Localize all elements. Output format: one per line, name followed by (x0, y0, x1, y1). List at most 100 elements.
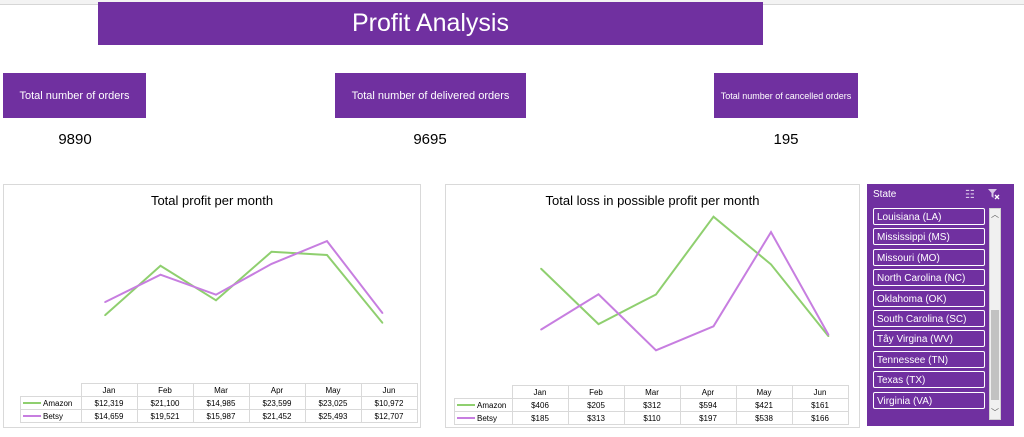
tick-label: May (735, 385, 793, 399)
betsy-legend-key (457, 417, 475, 420)
data-label: $110 (623, 411, 681, 425)
data-label: $12,319 (80, 396, 138, 410)
loss-line-plot (540, 215, 830, 352)
data-point (215, 299, 217, 302)
data-label: $538 (735, 411, 793, 425)
data-label: $25,493 (304, 409, 362, 423)
data-label: $14,659 (80, 409, 138, 423)
data-label: $10,972 (360, 396, 418, 410)
data-point (326, 254, 328, 256)
chart-title: Total profit per month (150, 193, 274, 208)
data-label: $21,452 (248, 409, 306, 423)
kpi-total-orders-label: Total number of orders (3, 73, 146, 118)
series-name: Amazon (477, 400, 507, 410)
data-label: $421 (735, 398, 793, 412)
data-label: $12,707 (360, 409, 418, 423)
profit-data-table: Jan Feb Mar Apr May Jun Amazon $12,319 $… (20, 383, 418, 423)
data-label: $197 (679, 411, 737, 425)
data-label: $14,985 (192, 396, 250, 410)
kpi-delivered-orders-value: 9695 (413, 131, 447, 148)
data-point (712, 325, 715, 328)
data-point (827, 334, 830, 336)
tick-label: Jan (511, 385, 569, 399)
data-point (655, 293, 657, 296)
legend-betsy: Betsy (454, 411, 513, 425)
data-label: $23,599 (248, 396, 306, 410)
loss-per-month-chart[interactable]: Total loss in possible profit per month … (445, 184, 860, 428)
scroll-thumb[interactable] (991, 310, 999, 400)
data-point (215, 293, 217, 296)
data-point (597, 293, 600, 296)
slicer-scrollbar[interactable]: ︿ ﹀ (989, 208, 1001, 420)
data-point (827, 335, 830, 337)
legend-amazon: Amazon (454, 398, 513, 412)
loss-data-table: Jan Feb Mar Apr May Jun Amazon $406 $205… (454, 385, 849, 425)
tick-label: Apr (248, 383, 306, 397)
slicer-item[interactable]: North Carolina (NC) (873, 269, 985, 287)
slicer-item[interactable]: Texas (TX) (873, 371, 985, 389)
data-point (770, 231, 772, 233)
data-label: $185 (511, 411, 569, 425)
data-label: $205 (567, 398, 625, 412)
data-point (104, 314, 106, 317)
kpi-cancelled-orders-label: Total number of cancelled orders (714, 73, 858, 118)
slicer-item[interactable]: Tennessee (TN) (873, 350, 985, 368)
chart-title: Total loss in possible profit per month (545, 193, 760, 208)
amazon-legend-key (457, 404, 475, 407)
clear-filter-icon[interactable] (987, 188, 1000, 203)
series-name: Betsy (43, 411, 64, 421)
data-point (655, 349, 657, 352)
state-slicer[interactable]: State ☷ Louisiana (LA) Mississippi (MS) Mi… (867, 184, 1014, 426)
kpi-delivered-orders-label: Total number of delivered orders (335, 73, 526, 118)
data-point (540, 267, 542, 270)
betsy-legend-key (23, 415, 41, 418)
kpi-total-orders-value: 9890 (58, 131, 92, 148)
slicer-item[interactable]: Missouri (MO) (873, 248, 985, 266)
tick-label: Feb (567, 385, 625, 399)
data-label: $23,025 (304, 396, 362, 410)
tick-label: May (304, 383, 362, 397)
data-label: $21,100 (136, 396, 194, 410)
data-point (326, 240, 328, 242)
data-point (597, 323, 600, 325)
kpi-cancelled-orders-value: 195 (773, 131, 799, 148)
amazon-legend-key (23, 402, 41, 405)
series-line-amazon (540, 215, 830, 337)
data-point (159, 265, 162, 267)
tick-label: Jun (791, 385, 849, 399)
data-label: $19,521 (136, 409, 194, 423)
profit-per-month-chart[interactable]: Total profit per month Jan Feb Mar Apr M… (3, 184, 421, 428)
data-point (159, 273, 162, 276)
data-point (381, 312, 384, 314)
tick-label: Mar (192, 383, 250, 397)
scroll-down-icon[interactable]: ﹀ (991, 408, 999, 417)
series-name: Amazon (43, 398, 73, 408)
data-label: $166 (791, 411, 849, 425)
series-line-betsy (540, 230, 830, 352)
series-name: Betsy (477, 413, 498, 423)
slicer-item[interactable]: South Carolina (SC) (873, 310, 985, 327)
data-label: $312 (623, 398, 681, 412)
slicer-item[interactable]: Mississippi (MS) (873, 228, 985, 246)
data-point (270, 263, 273, 265)
tick-label: Jan (80, 383, 138, 397)
scroll-up-icon[interactable]: ︿ (991, 210, 999, 219)
tick-label: Jun (360, 383, 418, 397)
slicer-item[interactable]: Tây Virgina (WV) (873, 330, 985, 348)
data-label: $313 (567, 411, 625, 425)
data-point (381, 322, 384, 324)
data-label: $594 (679, 398, 737, 412)
data-label: $406 (511, 398, 569, 412)
slicer-item[interactable]: Oklahoma (OK) (873, 289, 985, 307)
data-point (104, 301, 106, 303)
data-label: $15,987 (192, 409, 250, 423)
slicer-header: State (873, 189, 897, 200)
legend-amazon: Amazon (20, 396, 82, 410)
slicer-item[interactable]: Virginia (VA) (873, 391, 985, 409)
data-point (540, 328, 542, 331)
tick-label: Apr (679, 385, 737, 399)
multi-select-icon[interactable]: ☷ (965, 189, 975, 201)
slicer-item[interactable]: Louisiana (LA) (873, 208, 985, 225)
legend-betsy: Betsy (20, 409, 82, 423)
profit-line-plot (104, 239, 384, 324)
